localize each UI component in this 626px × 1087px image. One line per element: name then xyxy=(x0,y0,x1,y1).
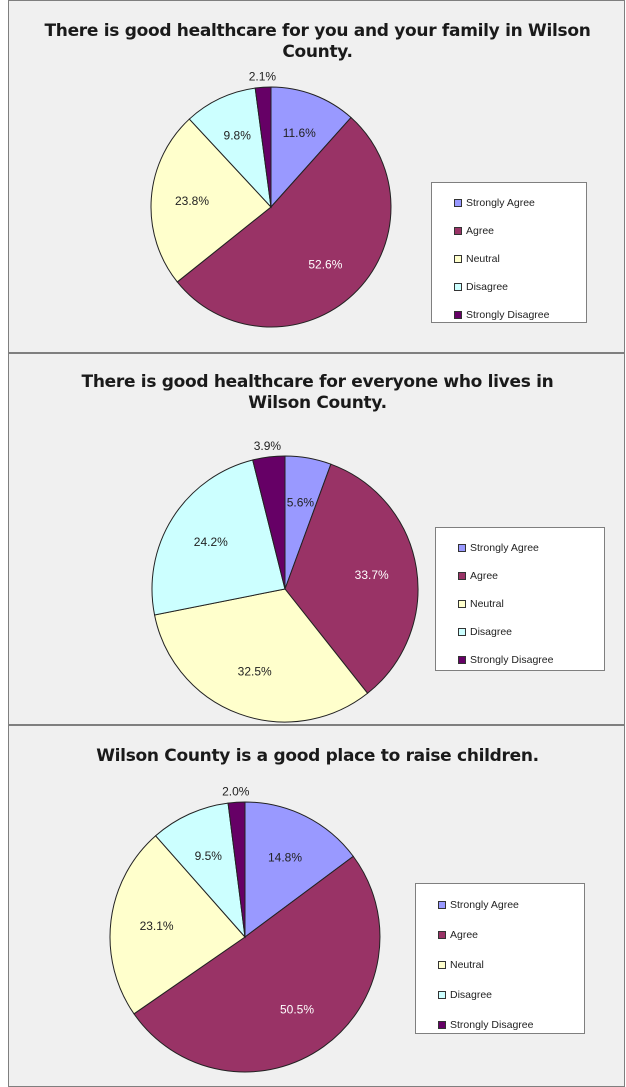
slice-data-label: 23.1% xyxy=(140,919,174,933)
legend-swatch xyxy=(458,544,466,552)
slice-data-label: 50.5% xyxy=(280,1002,314,1016)
legend-swatch xyxy=(454,255,462,263)
slice-data-label: 52.6% xyxy=(308,258,342,272)
legend-swatch xyxy=(438,901,446,909)
legend-swatch xyxy=(454,283,462,291)
legend-swatch xyxy=(458,572,466,580)
chart-legend: Strongly Agree Agree Neutral Disagree St… xyxy=(435,527,605,671)
legend-item: Strongly Disagree xyxy=(436,646,604,674)
chart-title: There is good healthcare for everyone wh… xyxy=(9,372,624,414)
legend-swatch xyxy=(454,199,462,207)
legend-swatch xyxy=(438,961,446,969)
pie-chart: 14.8% 50.5% 23.1% 9.5% 2.0% xyxy=(109,784,381,1073)
slice-data-label: 2.0% xyxy=(222,784,250,798)
chart-title: Wilson County is a good place to raise c… xyxy=(9,746,624,767)
chart-panel-raise-children: Wilson County is a good place to raise c… xyxy=(8,725,625,1087)
legend-label: Strongly Disagree xyxy=(466,309,550,321)
legend-label: Disagree xyxy=(466,281,509,293)
chart-title-line: Wilson County is a good place to raise c… xyxy=(96,746,539,766)
chart-title: There is good healthcare for you and you… xyxy=(9,21,624,63)
legend-label: Disagree xyxy=(470,626,513,638)
slice-data-label: 3.9% xyxy=(254,439,282,453)
legend-item: Strongly Disagree xyxy=(432,301,586,329)
slice-data-label: 11.6% xyxy=(283,126,316,140)
chart-title-line: There is good healthcare for you and you… xyxy=(44,21,591,41)
legend-item: Strongly Agree xyxy=(432,189,586,217)
pie-slice xyxy=(153,588,369,723)
legend-label: Neutral xyxy=(470,598,504,610)
pie-slice xyxy=(252,455,286,590)
chart-title-line: Wilson County. xyxy=(248,393,387,413)
legend-label: Strongly Agree xyxy=(450,899,519,911)
pie-slice xyxy=(133,855,381,1073)
pie-slice xyxy=(109,835,246,1015)
slice-data-label: 5.6% xyxy=(287,496,315,510)
legend-swatch xyxy=(454,227,462,235)
chart-title-line: There is good healthcare for everyone wh… xyxy=(81,372,554,392)
legend-item: Neutral xyxy=(416,950,584,980)
legend-swatch xyxy=(438,1021,446,1029)
legend-swatch xyxy=(438,931,446,939)
pie-slice xyxy=(270,86,352,209)
legend-label: Strongly Disagree xyxy=(450,1019,534,1031)
pie-chart: 5.6% 33.7% 32.5% 24.2% 3.9% xyxy=(151,439,419,723)
legend-label: Strongly Agree xyxy=(466,197,535,209)
legend-label: Strongly Agree xyxy=(470,542,539,554)
legend-item: Disagree xyxy=(416,980,584,1010)
chart-legend: Strongly Agree Agree Neutral Disagree St… xyxy=(415,883,585,1034)
slice-data-label: 33.7% xyxy=(355,568,389,582)
legend-item: Agree xyxy=(416,920,584,950)
slice-data-label: 32.5% xyxy=(238,664,272,678)
legend-item: Agree xyxy=(432,217,586,245)
pie-slice xyxy=(176,116,392,328)
chart-panel-family-healthcare: There is good healthcare for you and you… xyxy=(8,0,625,353)
pie-slice xyxy=(227,801,246,938)
legend-label: Neutral xyxy=(450,959,484,971)
pie-slice xyxy=(151,459,286,616)
legend-swatch xyxy=(458,656,466,664)
legend-item: Strongly Agree xyxy=(416,890,584,920)
legend-item: Disagree xyxy=(436,618,604,646)
slice-data-label: 24.2% xyxy=(194,535,228,549)
legend-swatch xyxy=(458,628,466,636)
slice-data-label: 9.8% xyxy=(224,128,252,142)
legend-label: Neutral xyxy=(466,253,500,265)
pie-slice xyxy=(150,118,272,283)
slice-data-label: 23.8% xyxy=(175,194,209,208)
legend-item: Disagree xyxy=(432,273,586,301)
legend-label: Agree xyxy=(466,225,495,237)
chart-title-line: County. xyxy=(282,42,353,62)
chart-legend: Strongly Agree Agree Neutral Disagree St… xyxy=(431,182,587,323)
pie-slice xyxy=(284,463,419,694)
legend-label: Strongly Disagree xyxy=(470,654,554,666)
legend-swatch xyxy=(454,311,462,319)
legend-swatch xyxy=(438,991,446,999)
legend-item: Neutral xyxy=(436,590,604,618)
legend-item: Strongly Agree xyxy=(436,534,604,562)
slice-data-label: 2.1% xyxy=(249,69,277,83)
slice-data-label: 14.8% xyxy=(268,850,302,864)
pie-slice xyxy=(188,87,272,209)
legend-label: Agree xyxy=(450,929,479,941)
legend-item: Agree xyxy=(436,562,604,590)
legend-label: Agree xyxy=(470,570,499,582)
pie-chart: 11.6% 52.6% 23.8% 9.8% 2.1% xyxy=(150,69,392,328)
pie-slice xyxy=(244,801,354,938)
pie-slice xyxy=(254,86,272,208)
legend-swatch xyxy=(458,600,466,608)
pie-slice xyxy=(154,802,246,939)
legend-label: Disagree xyxy=(450,989,493,1001)
slice-data-label: 9.5% xyxy=(195,849,223,863)
chart-panel-everyone-healthcare: There is good healthcare for everyone wh… xyxy=(8,353,625,725)
legend-item: Neutral xyxy=(432,245,586,273)
legend-item: Strongly Disagree xyxy=(416,1010,584,1040)
